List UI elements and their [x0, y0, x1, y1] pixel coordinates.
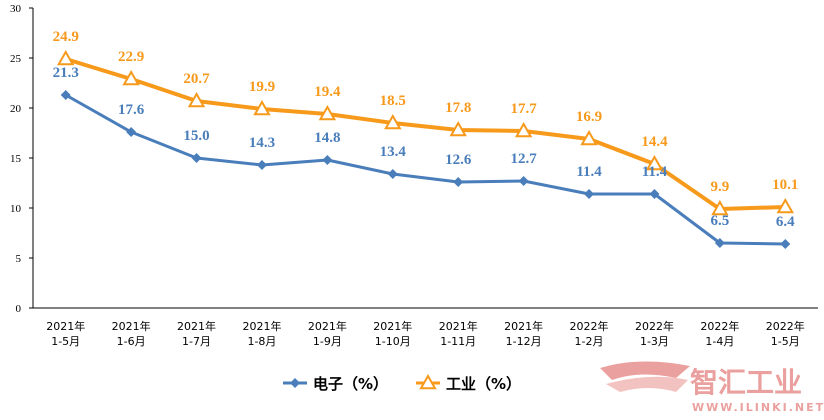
industry-data-label: 17.8 — [445, 100, 471, 116]
x-tick-labels: 2021年 1-5月 2021年 1-6月 2021年 1-7月 2021年 1-8月 2021… — [46, 319, 805, 348]
industry-point — [187, 91, 206, 108]
x-tick-label: 2022年 1-3月 — [635, 319, 674, 348]
y-tick-label: 15 — [10, 153, 22, 165]
x-tick-label: 2021年 1-8月 — [242, 319, 281, 348]
data-labels: 21.3 17.6 15.0 14.3 14.8 13.4 12.6 12.7 11.4 11.4… — [53, 29, 799, 230]
industry-data-label: 17.7 — [511, 101, 538, 117]
legend: 电子（%） 工业（%） — [283, 373, 521, 393]
x-tick-label: 2021年 1-10月 — [373, 319, 412, 348]
industry-data-label: 18.5 — [380, 93, 406, 109]
legend-electronics-label: 电子（%） — [313, 375, 388, 393]
x-tick-label: 2021年 1-7月 — [177, 319, 216, 348]
watermark-logo-icon — [600, 361, 690, 380]
y-tick-labels: 0 5 10 15 20 25 30 — [10, 3, 22, 315]
series-lines — [64, 57, 786, 246]
electronics-data-label: 13.4 — [380, 144, 407, 160]
industry-data-label: 10.1 — [772, 177, 798, 193]
electronics-data-label: 11.4 — [642, 164, 668, 180]
electronics-data-label: 6.4 — [776, 214, 795, 230]
electronics-data-label: 12.7 — [511, 151, 538, 167]
electronics-data-label: 21.3 — [53, 65, 79, 81]
electronics-data-label: 12.6 — [445, 152, 472, 168]
industry-data-label: 24.9 — [53, 29, 79, 45]
industry-point — [449, 120, 467, 137]
industry-point — [56, 49, 75, 66]
industry-point — [580, 129, 598, 146]
electronics-data-label: 14.3 — [249, 135, 275, 151]
electronics-point — [518, 176, 529, 186]
electronics-point — [387, 169, 398, 179]
electronics-data-label: 15.0 — [183, 128, 209, 144]
series-line-industry — [65, 57, 786, 211]
x-tick-label: 2022年 1-4月 — [700, 319, 739, 348]
y-tick-label: 0 — [16, 303, 22, 315]
y-tick-label: 30 — [10, 3, 22, 15]
industry-data-label: 19.4 — [314, 84, 341, 100]
watermark-url: WWW.ILINKI.NET — [692, 401, 824, 414]
industry-point — [514, 121, 533, 138]
industry-point — [122, 69, 140, 86]
industry-data-label: 14.4 — [641, 134, 668, 150]
legend-industry-marker — [419, 373, 437, 390]
electronics-point — [649, 189, 660, 199]
series-markers — [56, 49, 795, 249]
industry-point — [645, 154, 664, 171]
y-tick-label: 10 — [10, 203, 22, 215]
x-tick-label: 2021年 1-9月 — [308, 319, 347, 348]
electronics-point — [60, 90, 71, 100]
industry-data-label: 16.9 — [576, 109, 602, 125]
industry-point — [711, 199, 729, 216]
electronics-point — [191, 153, 202, 163]
electronics-point — [453, 177, 464, 187]
industry-point — [384, 113, 402, 130]
x-tick-label: 2021年 1-5月 — [46, 319, 85, 348]
series-line-electronics — [64, 93, 786, 246]
industry-point — [253, 99, 271, 116]
x-tick-label: 2022年 1-2月 — [570, 319, 609, 348]
y-tick-label: 25 — [10, 53, 22, 65]
watermark: 智汇工业 WWW.ILINKI.NET — [600, 361, 824, 414]
watermark-logo-icon-swoosh — [606, 376, 688, 392]
industry-data-label: 19.9 — [249, 79, 275, 95]
legend-industry-label: 工业（%） — [446, 375, 521, 393]
industry-data-label: 22.9 — [118, 49, 144, 65]
chart-axes — [29, 7, 818, 309]
x-tick-label: 2021年 1-6月 — [112, 319, 151, 348]
electronics-point — [780, 239, 791, 249]
electronics-data-label: 14.8 — [314, 130, 340, 146]
electronics-point — [584, 189, 595, 199]
electronics-point — [126, 127, 137, 137]
electronics-point — [256, 160, 267, 170]
industry-data-label: 9.9 — [711, 179, 730, 195]
x-tick-label: 2021年 1-12月 — [504, 319, 543, 348]
industry-point — [318, 104, 337, 121]
electronics-point — [322, 155, 333, 165]
electronics-data-label: 6.5 — [711, 213, 730, 229]
x-tick-label: 2021年 1-11月 — [439, 319, 478, 348]
x-tick-label: 2022年 1-5月 — [766, 319, 805, 348]
y-tick-label: 20 — [10, 103, 22, 115]
electronics-point — [714, 238, 725, 248]
electronics-data-label: 11.4 — [576, 164, 602, 180]
legend-electronics-marker — [290, 378, 300, 388]
industry-data-label: 20.7 — [183, 71, 210, 87]
industry-point — [776, 197, 795, 214]
watermark-brand: 智汇工业 — [690, 366, 802, 399]
electronics-data-label: 17.6 — [118, 102, 145, 118]
y-tick-label: 5 — [16, 253, 22, 265]
